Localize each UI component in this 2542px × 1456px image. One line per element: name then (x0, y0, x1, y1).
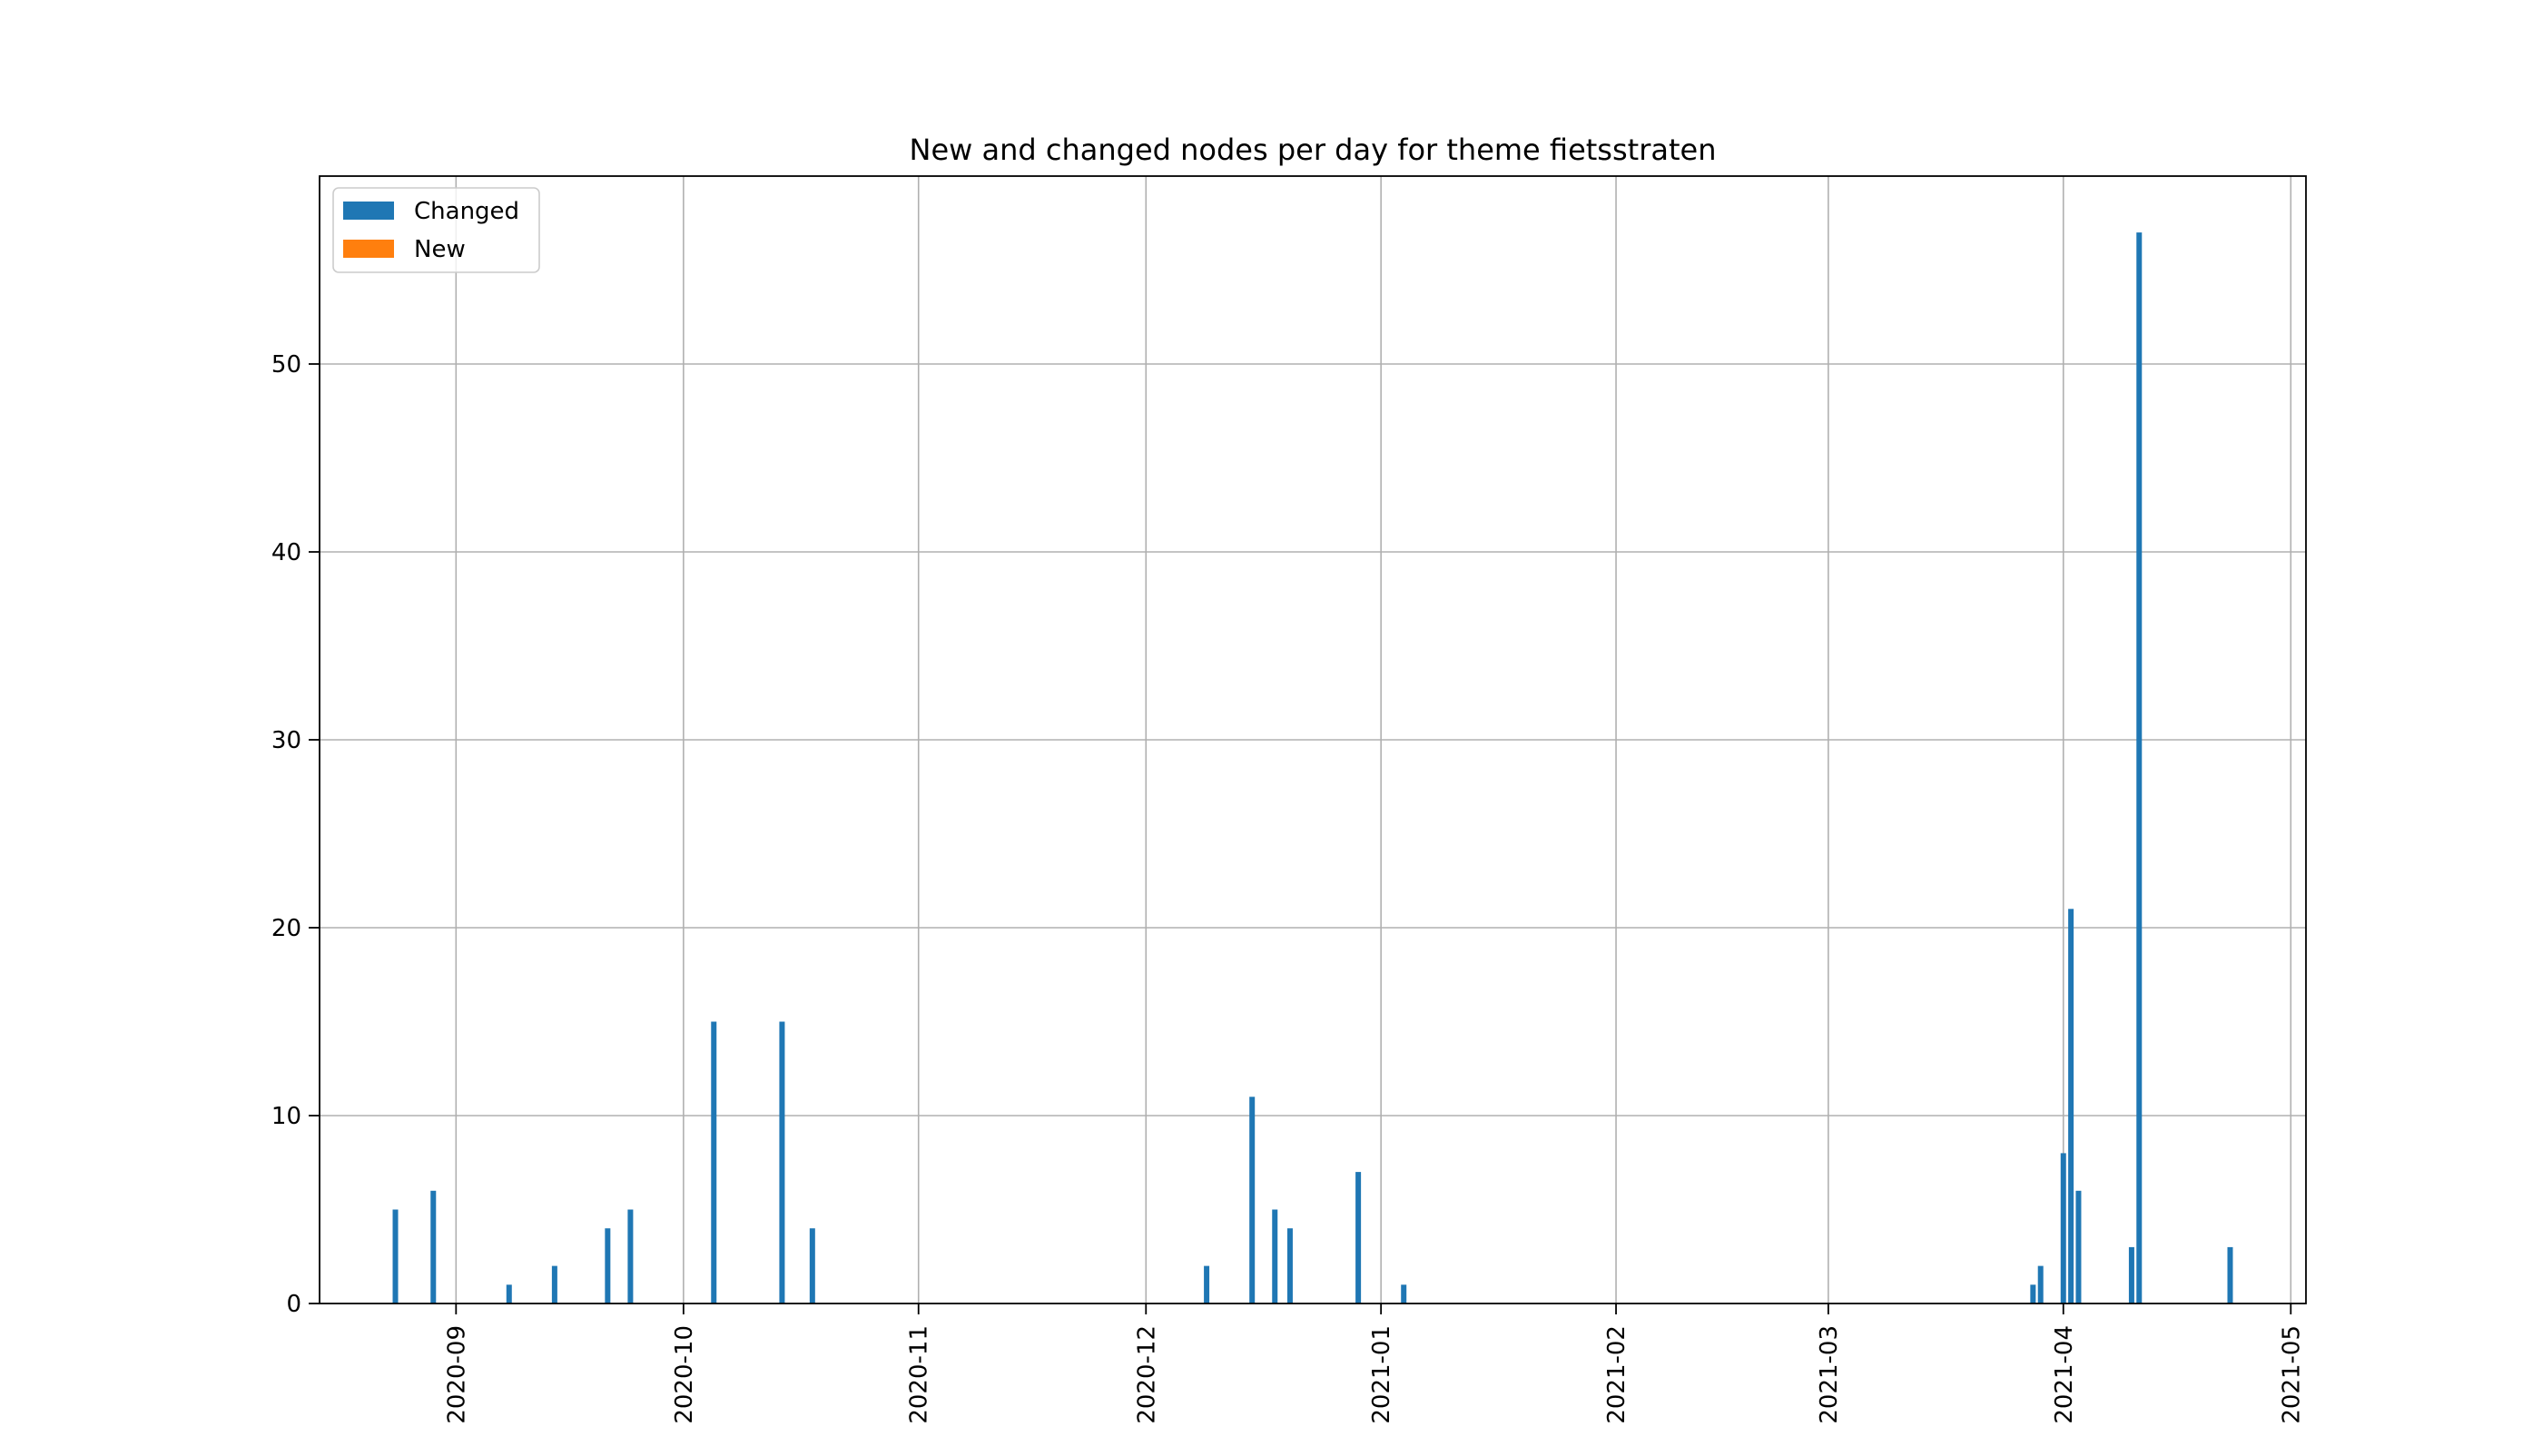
bar-changed (627, 1209, 634, 1304)
x-tick-label: 2020-12 (1133, 1325, 1160, 1424)
y-tick-label: 20 (271, 915, 301, 942)
bar-changed (1355, 1172, 1362, 1304)
x-tick-label: 2020-11 (906, 1325, 933, 1424)
bar-changed (392, 1209, 399, 1304)
y-tick-label: 40 (271, 539, 301, 566)
bar-changed (1204, 1265, 1210, 1304)
bar-changed (1286, 1228, 1293, 1304)
x-tick-label: 2020-10 (671, 1325, 698, 1424)
bar-changed (2136, 232, 2143, 1304)
chart-title: New and changed nodes per day for theme … (910, 133, 1717, 167)
bar-changed (1249, 1097, 1256, 1304)
bar-changed (2075, 1190, 2082, 1304)
bar-changed (711, 1021, 717, 1304)
bar-changed (2037, 1265, 2044, 1304)
bar-layer (392, 232, 2233, 1304)
legend-swatch-new (343, 240, 394, 258)
bar-changed (551, 1265, 557, 1304)
bar-changed (2060, 1153, 2066, 1304)
y-tick-label: 50 (271, 351, 301, 379)
legend: Changed New (332, 187, 540, 273)
tick-layer: 2020-09 2020-10 2020-11 2020-12 2021-01 2021-… (271, 351, 2305, 1424)
bar-changed (430, 1190, 437, 1304)
y-tick-label: 30 (271, 727, 301, 754)
grid-layer (320, 176, 2306, 1304)
bar-changed (779, 1021, 785, 1304)
legend-swatch-changed (343, 202, 394, 220)
bar-changed (809, 1228, 815, 1304)
x-tick-label: 2020-09 (443, 1325, 470, 1424)
bar-changed (2068, 909, 2074, 1304)
x-tick-label: 2021-04 (2051, 1325, 2078, 1424)
y-tick-label: 10 (271, 1103, 301, 1130)
bar-changed (1272, 1209, 1278, 1304)
x-tick-label: 2021-01 (1368, 1325, 1395, 1424)
x-tick-label: 2021-02 (1603, 1325, 1631, 1424)
x-tick-label: 2021-03 (1816, 1325, 1843, 1424)
legend-label-new: New (414, 236, 466, 263)
bar-changed (605, 1228, 611, 1304)
y-tick-label: 0 (286, 1291, 301, 1318)
bar-changed (2030, 1284, 2036, 1304)
bar-changed (1401, 1284, 1407, 1304)
legend-label-changed: Changed (414, 198, 519, 225)
bar-changed (506, 1284, 512, 1304)
x-tick-label: 2021-05 (2278, 1325, 2305, 1424)
bar-changed (2227, 1246, 2233, 1304)
bar-changed (2128, 1246, 2134, 1304)
